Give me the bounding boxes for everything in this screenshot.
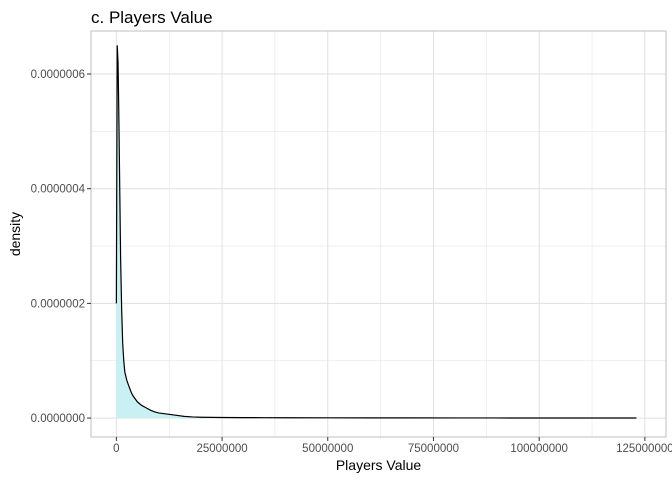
y-axis-ticks: 0.0000000 0.0000002 0.0000004 0.0000006 [31,69,91,425]
x-axis-ticks: 0 25000000 50000000 75000000 100000000 125000… [113,437,672,455]
minor-gridlines [91,31,666,437]
x-tick-label: 0 [113,443,119,455]
x-tick-label: 125000000 [616,443,672,455]
panel-border [90,30,667,438]
x-tick-label: 100000000 [510,443,568,455]
x-tick-label: 75000000 [408,443,459,455]
x-axis-title: Players Value [336,457,422,473]
y-axis-title: density [7,212,23,256]
y-tick-label: 0.0000006 [31,69,85,81]
plot-panel [91,31,666,437]
x-tick-label: 25000000 [196,443,247,455]
y-tick-label: 0.0000004 [31,184,86,196]
y-tick-label: 0.0000002 [31,298,85,310]
y-tick-label: 0.0000000 [31,413,85,425]
x-tick-label: 50000000 [302,443,353,455]
chart-title: c. Players Value [91,8,213,27]
density-line [115,45,637,419]
